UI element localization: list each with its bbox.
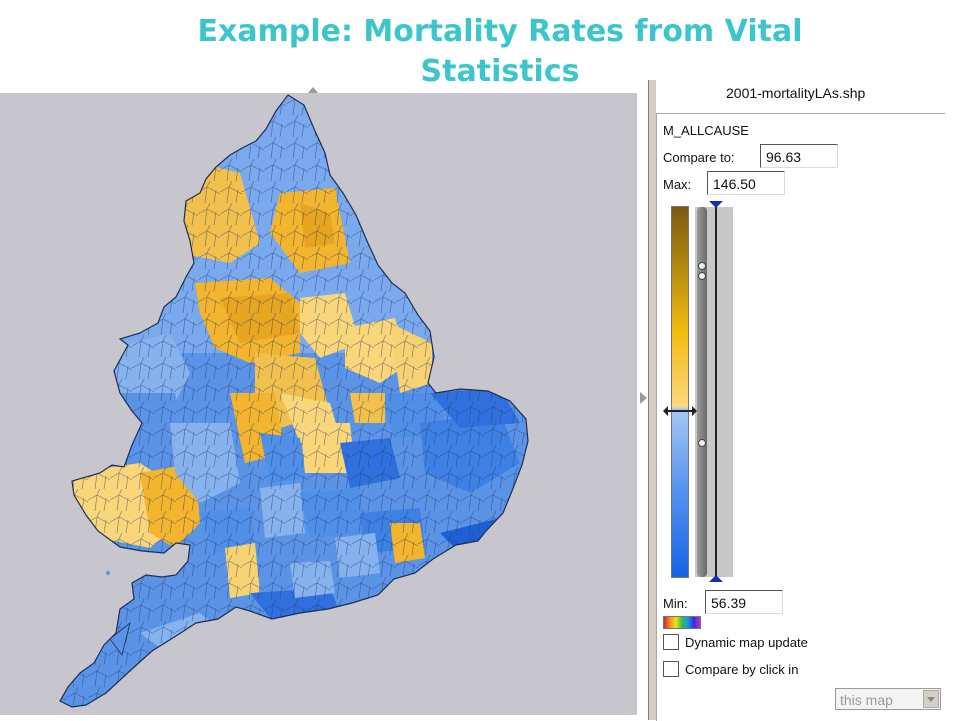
classification-panel: 2001-mortalityLAs.shp M_ALLCAUSE Compare… [656,80,946,721]
slider-knob[interactable] [698,262,706,270]
range-slider-bar[interactable] [697,207,707,577]
scroll-up-arrow-icon[interactable] [307,87,319,94]
min-handle-icon[interactable] [709,575,723,582]
compare-value-field[interactable]: 96.63 [760,144,838,168]
target-map-value: this map [840,692,893,708]
compare-label: Compare to: [663,150,735,165]
max-label: Max: [663,177,692,192]
dynamic-update-label: Dynamic map update [685,635,808,650]
dropdown-arrow-icon[interactable] [923,690,939,708]
map-view[interactable] [0,93,637,715]
panel-frame: M_ALLCAUSE Compare to: 96.63 Max: 146.50… [656,113,945,721]
compare-click-checkbox[interactable] [663,661,679,677]
slider-knob[interactable] [698,272,706,280]
palette-swatch[interactable] [663,616,701,629]
variable-name: M_ALLCAUSE [663,123,749,138]
layer-file-name: 2001-mortalityLAs.shp [726,85,866,101]
slider-knob[interactable] [698,439,706,447]
slide-title: Example: Mortality Rates from Vital Stat… [197,14,803,89]
target-map-select[interactable]: this map [835,688,941,710]
collapse-panel-arrow-icon[interactable] [640,392,647,404]
min-value-field[interactable]: 56.39 [705,590,783,614]
min-label: Min: [663,596,688,611]
max-handle-icon[interactable] [709,201,723,208]
slider-line [715,205,717,580]
dynamic-update-checkbox[interactable] [663,634,679,650]
choropleth-map[interactable] [0,93,637,715]
compare-marker-icon[interactable] [663,406,697,416]
compare-click-label: Compare by click in [685,662,799,677]
max-value-field[interactable]: 146.50 [707,171,785,195]
color-ramp [671,206,689,578]
